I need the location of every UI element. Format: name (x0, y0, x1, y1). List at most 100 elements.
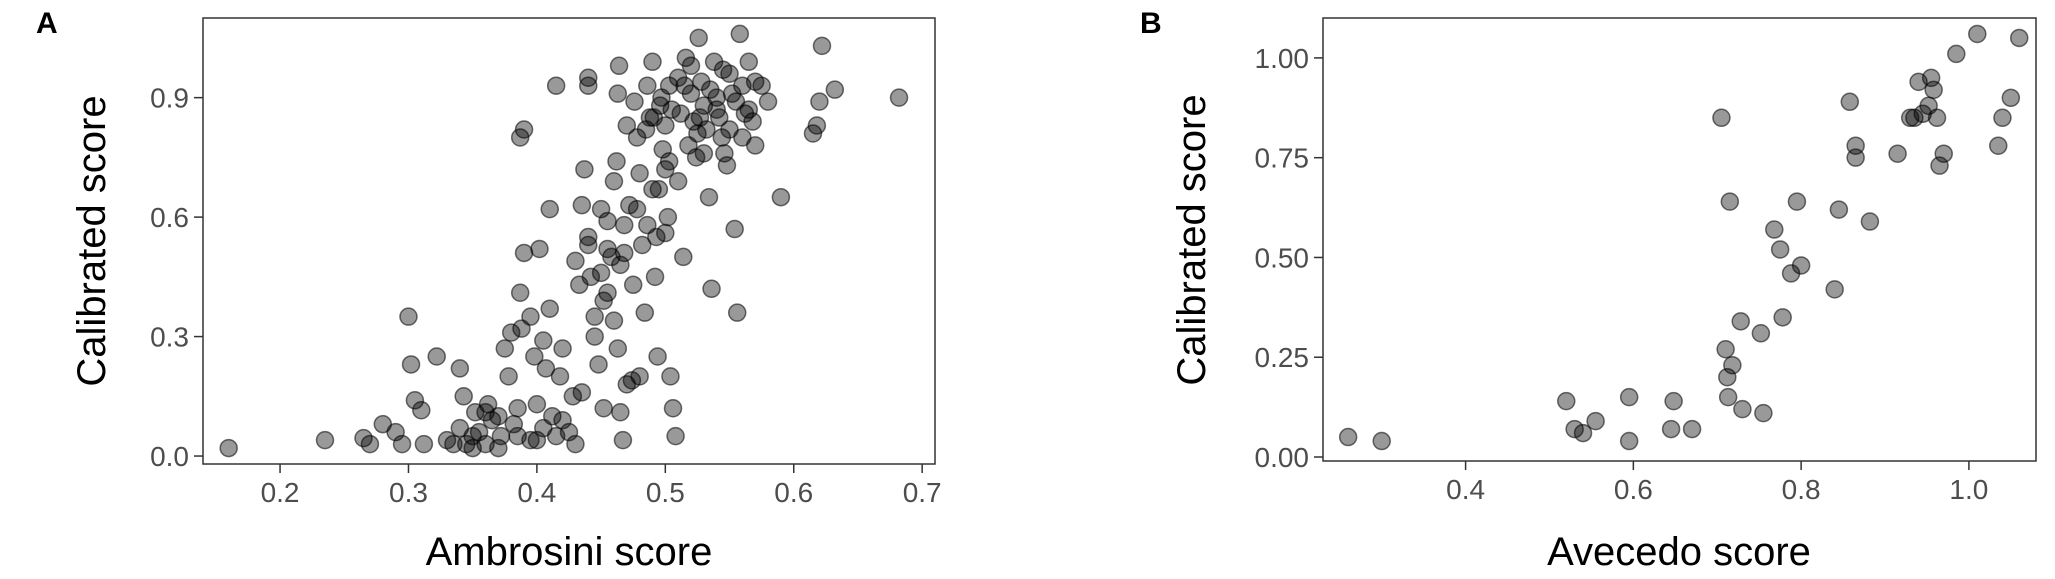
scatter-point (611, 402, 630, 422)
scatter-point (1661, 419, 1681, 439)
scatter-point (540, 299, 559, 318)
scatter-point (668, 172, 688, 191)
scatter-point (444, 434, 463, 454)
scatter-point (536, 359, 556, 378)
scatter-point (701, 80, 720, 99)
scatter-point (717, 156, 737, 175)
plot-frame (202, 17, 936, 465)
scatter-point (661, 367, 680, 386)
scatter-point (1947, 44, 1966, 64)
scatter-point (1573, 423, 1593, 443)
y-tick-label: 1.00 (1255, 43, 1310, 74)
scatter-point (647, 227, 666, 247)
panel-a: A 0.2 0.3 0.4 0.5 0.6 0.7 0.0 0.3 0.6 0.9 Ambros… (36, 7, 942, 574)
scatter-point (2009, 28, 2029, 48)
x-tick-label: 0.6 (1614, 474, 1653, 505)
scatter-point (730, 24, 750, 44)
scatter-point (771, 187, 791, 207)
scatter-point (1825, 280, 1844, 299)
scatter-point (510, 283, 530, 303)
scatter-point (315, 430, 335, 450)
scatter-point (1619, 387, 1639, 407)
x-axis: 0.2 0.3 0.4 0.5 0.6 0.7 (261, 464, 942, 508)
scatter-point (1664, 391, 1683, 411)
scatter-point (1770, 240, 1790, 259)
y-axis: 0.00 0.25 0.50 0.75 1.00 (1255, 43, 1323, 473)
scatter-point (1989, 136, 2008, 155)
panel-label-a: A (36, 7, 58, 40)
scatter-point (630, 367, 649, 386)
scatter-point (401, 355, 421, 374)
scatter-point (604, 172, 624, 191)
scatter-point (534, 418, 553, 438)
scatter-point (649, 179, 669, 199)
scatter-point (1586, 411, 1605, 431)
scatter-point (825, 80, 845, 99)
scatter-point (508, 399, 527, 418)
scatter-point (658, 207, 678, 227)
scatter-point (745, 72, 765, 91)
scatter-point (566, 434, 585, 454)
scatter-point (625, 92, 644, 111)
scatter-point (743, 112, 762, 131)
scatter-point (707, 100, 726, 119)
scatter-point (566, 251, 585, 271)
scatter-point (463, 426, 482, 446)
scatter-point (534, 331, 553, 350)
scatter-point (699, 187, 719, 207)
scatter-point (656, 160, 675, 179)
scatter-point (611, 255, 630, 275)
scatter-point (1934, 144, 1953, 163)
scatter-point (585, 307, 604, 326)
scatter-point (585, 327, 604, 346)
panel-b: B 0.4 0.6 0.8 1.0 0.00 0.25 0.50 0.75 1.00 Avec… (1140, 7, 2037, 574)
x-axis: 0.4 0.6 0.8 1.0 (1446, 461, 1988, 505)
scatter-point (702, 279, 721, 299)
scatter-point (1712, 108, 1731, 128)
scatter-point (219, 438, 238, 458)
scatter-point (1927, 108, 1947, 128)
scatter-point (1773, 308, 1792, 327)
x-tick-label: 0.4 (517, 477, 556, 508)
scatter-point (1846, 148, 1865, 167)
y-tick-label: 0.6 (150, 202, 189, 233)
scatter-point (713, 60, 733, 80)
scatter-point (563, 387, 583, 406)
scatter-point (662, 100, 681, 119)
x-tick-label: 0.8 (1782, 474, 1821, 505)
scatter-point (501, 323, 521, 342)
scatter-point (725, 219, 744, 239)
scatter-point (1716, 340, 1735, 359)
scatter-point (1751, 324, 1771, 343)
scatter-point (454, 387, 473, 406)
y-axis-title: Calibrated score (1170, 94, 1214, 385)
scatter-point (521, 307, 540, 326)
scatter-point (1791, 256, 1811, 275)
scatter-point (674, 247, 693, 267)
scatter-point (399, 307, 418, 326)
scatter-point (1557, 391, 1576, 411)
scatter-point (609, 56, 629, 76)
scatter-point (525, 347, 544, 366)
scatter-point (1372, 431, 1391, 451)
y-tick-label: 0.25 (1255, 342, 1310, 373)
scatter-point (613, 430, 633, 450)
scatter-point (598, 239, 617, 259)
y-tick-label: 0.0 (150, 441, 189, 472)
scatter-point (1731, 312, 1750, 331)
scatter-point (727, 303, 747, 322)
scatter-point (1682, 419, 1702, 439)
scatter-point (635, 303, 655, 322)
scatter-point (414, 434, 434, 454)
points (1338, 24, 2029, 451)
scatter-point (476, 402, 495, 422)
scatter-point (1993, 108, 2012, 128)
y-tick-label: 0.9 (150, 83, 189, 114)
scatter-point (598, 211, 617, 231)
scatter-point (2001, 88, 2021, 108)
scatter-point (614, 243, 634, 263)
scatter-point (656, 223, 675, 243)
scatter-point (681, 56, 701, 76)
plot-frame (1322, 17, 2037, 462)
